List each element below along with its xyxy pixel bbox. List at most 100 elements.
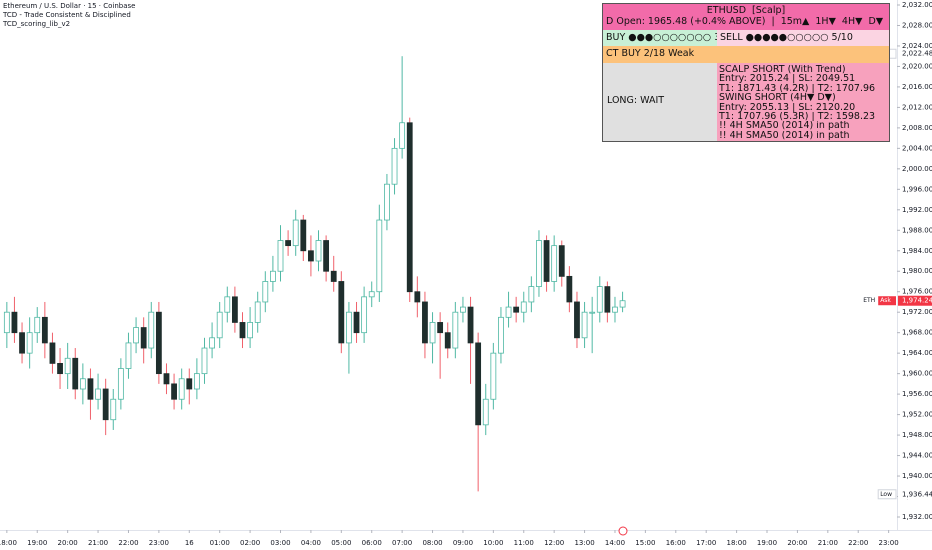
candle-body (444, 332, 451, 349)
x-tick-label: 23:00 (149, 539, 169, 547)
detail-line: !! 4H SMA50 (2014) in path (719, 121, 850, 131)
x-tick-label: 03:00 (270, 539, 290, 547)
price-tag (898, 48, 932, 59)
x-tick-label: 06:00 (362, 539, 382, 547)
y-tick-label: 1,968.00 (902, 329, 932, 337)
price-tag-kind: Ask (880, 297, 891, 304)
candle-body (155, 311, 162, 375)
indicator-name[interactable]: TCD_scoring_lib_v2 (3, 20, 71, 28)
trade-details: SCALP SHORT (With Trend) Entry: 2015.24 |… (717, 63, 889, 141)
x-tick-label: 20:00 (787, 539, 807, 547)
y-tick-label: 2,004.00 (902, 144, 932, 152)
candle-body (193, 373, 200, 390)
candle-body (353, 311, 360, 334)
x-tick-label: 12:00 (544, 539, 564, 547)
candle-body (376, 219, 383, 293)
candle-body (49, 342, 56, 364)
panel-subtitle: D Open: 1965.48 (+0.4% ABOVE) | 15m▲ 1H▼… (606, 16, 884, 27)
candle-body (201, 347, 208, 375)
detail-line: !! 4H SMA50 (2014) in path (719, 130, 850, 141)
candle-body (79, 378, 86, 390)
candle-body (34, 316, 41, 334)
y-tick-label: 2,028.00 (902, 21, 932, 29)
candle-body (346, 311, 352, 344)
candle-body (452, 311, 459, 349)
y-tick-label: 1,952.00 (902, 411, 932, 419)
x-tick-label: 01:00 (210, 539, 230, 547)
x-tick-label: 15:00 (635, 539, 655, 547)
y-tick-label: 2,020.00 (902, 62, 932, 70)
candle-body (437, 322, 444, 334)
y-tick-label: 1,964.00 (902, 349, 932, 357)
detail-line: SWING SHORT (4H▼ D▼) (719, 93, 836, 103)
x-tick-label: 16 (185, 539, 194, 547)
candle-body (216, 311, 223, 339)
detail-line: T1: 1871.43 (4.2R) | T2: 1707.96 (719, 83, 876, 94)
long-state: LONG: WAIT (603, 63, 717, 141)
candle-body (26, 332, 33, 354)
candle-body (467, 306, 474, 344)
x-tick-label: 20:00 (58, 539, 78, 547)
candle-body (231, 296, 238, 323)
candle-body (368, 291, 375, 298)
candle-body (270, 270, 276, 282)
candle-body (551, 245, 558, 282)
candle-body (186, 378, 193, 390)
price-tag-symbol: ETH (863, 297, 875, 304)
candle-body (87, 378, 94, 400)
detail-line: SCALP SHORT (With Trend) (719, 65, 846, 75)
candle-body (11, 311, 18, 334)
candle-body (384, 183, 390, 221)
detail-line: Entry: 2055.13 | SL: 2120.20 (719, 102, 856, 113)
candle-body (285, 240, 292, 247)
candle-body (422, 301, 428, 344)
candle-body (460, 306, 466, 313)
y-tick-label: 1,976.00 (902, 288, 932, 296)
candle-body (292, 219, 299, 247)
candle-body (262, 281, 269, 303)
x-tick-label: 08:00 (422, 539, 442, 547)
detail-line: Entry: 2015.24 | SL: 2049.51 (719, 74, 856, 84)
candle-body (498, 316, 504, 354)
candle-body (140, 327, 147, 349)
y-tick-label: 1,948.00 (902, 431, 932, 439)
event-marker (618, 526, 628, 536)
candle-body (566, 275, 573, 303)
sell-score: SELL ●●●●●○○○○○ 5/10 (717, 30, 889, 46)
y-tick-label: 2,012.00 (902, 103, 932, 111)
price-tag (898, 489, 932, 500)
x-tick-label: 18:00 (727, 539, 747, 547)
symbol-title[interactable]: Ethereum / U.S. Dollar · 15 · Coinbase (3, 2, 136, 10)
candle-body (589, 311, 596, 314)
ct-signal: CT BUY 2/18 Weak (603, 46, 889, 63)
x-tick-label: 17:00 (696, 539, 716, 547)
candle-body (361, 296, 368, 334)
candle-body (308, 250, 314, 262)
x-tick-label: 13:00 (574, 539, 594, 547)
panel-title: ETHUSD [Scalp] (706, 5, 786, 16)
x-tick-label: 21:00 (818, 539, 838, 547)
candle-body (224, 296, 231, 313)
y-tick-label: 1,980.00 (902, 267, 932, 275)
y-tick-label: 1,940.00 (902, 472, 932, 480)
y-tick-label: 2,000.00 (902, 165, 932, 173)
indicator-name[interactable]: TCD - Trade Consistent & Disciplined (3, 11, 131, 19)
candle-body (596, 286, 603, 313)
candle-body (64, 357, 71, 375)
y-tick-label: 2,032.00 (902, 1, 932, 9)
candle-body (612, 306, 618, 313)
x-tick-label: 11:00 (514, 539, 534, 547)
x-tick-label: 22:00 (848, 539, 868, 547)
y-tick-label: 1,984.00 (902, 247, 932, 255)
candle-body (315, 240, 322, 262)
price-tag (898, 295, 932, 306)
y-tick-label: 1,992.00 (902, 206, 932, 214)
x-tick-label: 09:00 (453, 539, 473, 547)
price-tag-kind-box (877, 489, 897, 500)
x-tick-label: 16:00 (666, 539, 686, 547)
candle-body (330, 270, 337, 282)
candle-body (163, 373, 170, 385)
price-tag-label: 1,936.44 (902, 490, 932, 498)
candle-body (520, 301, 527, 313)
candle-body (102, 388, 109, 421)
